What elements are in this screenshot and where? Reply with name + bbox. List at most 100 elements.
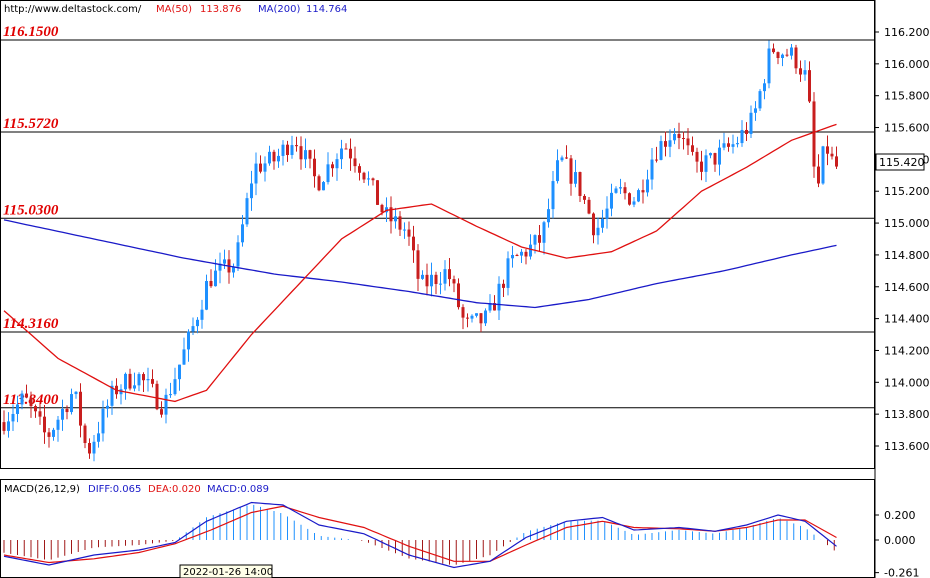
candle-body: [484, 310, 487, 324]
candle-body: [538, 235, 541, 243]
candle-body: [160, 409, 163, 415]
candle-body: [479, 313, 483, 324]
candle-body: [38, 411, 42, 417]
candle-body: [610, 192, 613, 209]
candle-body: [425, 274, 429, 287]
candle-body: [700, 161, 703, 172]
candle-body: [398, 216, 402, 230]
level-label: 114.3160: [3, 316, 59, 332]
level-label: 115.5720: [3, 116, 59, 132]
candle-body: [61, 408, 64, 420]
candle-body: [632, 201, 636, 205]
candle-body: [196, 319, 199, 327]
candle-body: [574, 172, 577, 184]
candle-body: [263, 163, 267, 172]
candle-body: [380, 204, 384, 213]
candle-body: [362, 172, 366, 180]
candle-body: [214, 270, 217, 287]
candle-body: [745, 129, 748, 135]
candle-body: [47, 432, 51, 437]
candle-body: [92, 441, 96, 454]
price-tick-label: 116.200: [884, 26, 930, 39]
candle-body: [673, 133, 676, 141]
candle-body: [772, 48, 775, 53]
last-price-box: [875, 153, 925, 171]
macd-tick-label: -0.261: [884, 567, 919, 578]
price-tick-label: 114.800: [884, 249, 930, 262]
price-tick-label: 114.000: [884, 376, 930, 389]
candle-body: [286, 144, 289, 156]
macd-title: MACD(26,12,9): [4, 484, 80, 495]
candle-body: [443, 269, 447, 284]
candle-body: [317, 176, 321, 191]
candle-body: [668, 140, 672, 147]
candle-body: [646, 179, 649, 193]
candle-body: [817, 166, 820, 184]
candle-body: [614, 188, 618, 193]
price-tick-label: 115.200: [884, 185, 930, 198]
candle-body: [448, 269, 451, 280]
candle-body: [524, 251, 528, 257]
candle-body: [272, 151, 276, 162]
candle-body: [722, 143, 726, 148]
candle-body: [295, 145, 298, 147]
candle-body: [605, 208, 609, 219]
price-tick-label: 114.200: [884, 344, 930, 357]
candle-body: [623, 187, 627, 194]
candle-body: [790, 47, 793, 56]
candle-body: [142, 374, 145, 381]
macd-diff-label: DIFF:0.065: [88, 484, 141, 495]
ma200-legend-label: MA(200): [258, 4, 300, 15]
candle-body: [475, 313, 478, 316]
candle-body: [515, 254, 519, 256]
candle-body: [43, 416, 46, 433]
macd-tick-label: 0.000: [884, 534, 916, 547]
macd-histogram: [3, 504, 835, 565]
candle-body: [218, 263, 222, 271]
candle-body: [659, 141, 663, 160]
candle-body: [344, 148, 348, 150]
candle-body: [619, 187, 622, 189]
candle-body: [655, 159, 658, 161]
candle-body: [304, 150, 307, 160]
candle-body: [763, 83, 766, 92]
candle-body: [835, 156, 838, 167]
candle-body: [335, 159, 339, 169]
candle-body: [169, 394, 172, 396]
candle-body: [281, 144, 285, 156]
candle-body: [290, 145, 294, 156]
candle-body: [11, 413, 15, 422]
time-label-box: [179, 564, 273, 578]
candle-body: [731, 144, 735, 147]
candle-body: [812, 101, 816, 167]
candle-body: [686, 138, 690, 146]
price-tick-label: 115.800: [884, 90, 930, 103]
macd-axis-ticks: 0.200 0.000 -0.261: [875, 509, 919, 578]
price-tick-label: 114.600: [884, 281, 930, 294]
ma200-line: [3, 219, 837, 309]
price-tick-label: 113.800: [884, 408, 930, 421]
candle-body: [151, 379, 154, 384]
candle-body: [520, 251, 523, 256]
price-panel-frame: [0, 0, 875, 469]
candle-body: [439, 283, 442, 285]
candle-body: [178, 364, 181, 380]
level-label: 116.1500: [3, 24, 59, 40]
candle-body: [592, 213, 595, 236]
site-url: http://www.deltastock.com/: [4, 4, 142, 15]
candle-body: [200, 309, 204, 320]
candle-body: [587, 199, 591, 214]
price-tick-label: 113.600: [884, 440, 930, 453]
candle-body: [718, 147, 721, 165]
candle-body: [299, 146, 303, 160]
candle-body: [461, 307, 465, 318]
candle-body: [371, 178, 375, 181]
candle-body: [677, 133, 681, 139]
candle-body: [556, 160, 559, 182]
ma50-line: [3, 123, 837, 403]
candle-body: [560, 157, 564, 161]
candle-body: [376, 180, 379, 205]
candle-body: [740, 129, 744, 144]
candle-body: [547, 209, 550, 223]
